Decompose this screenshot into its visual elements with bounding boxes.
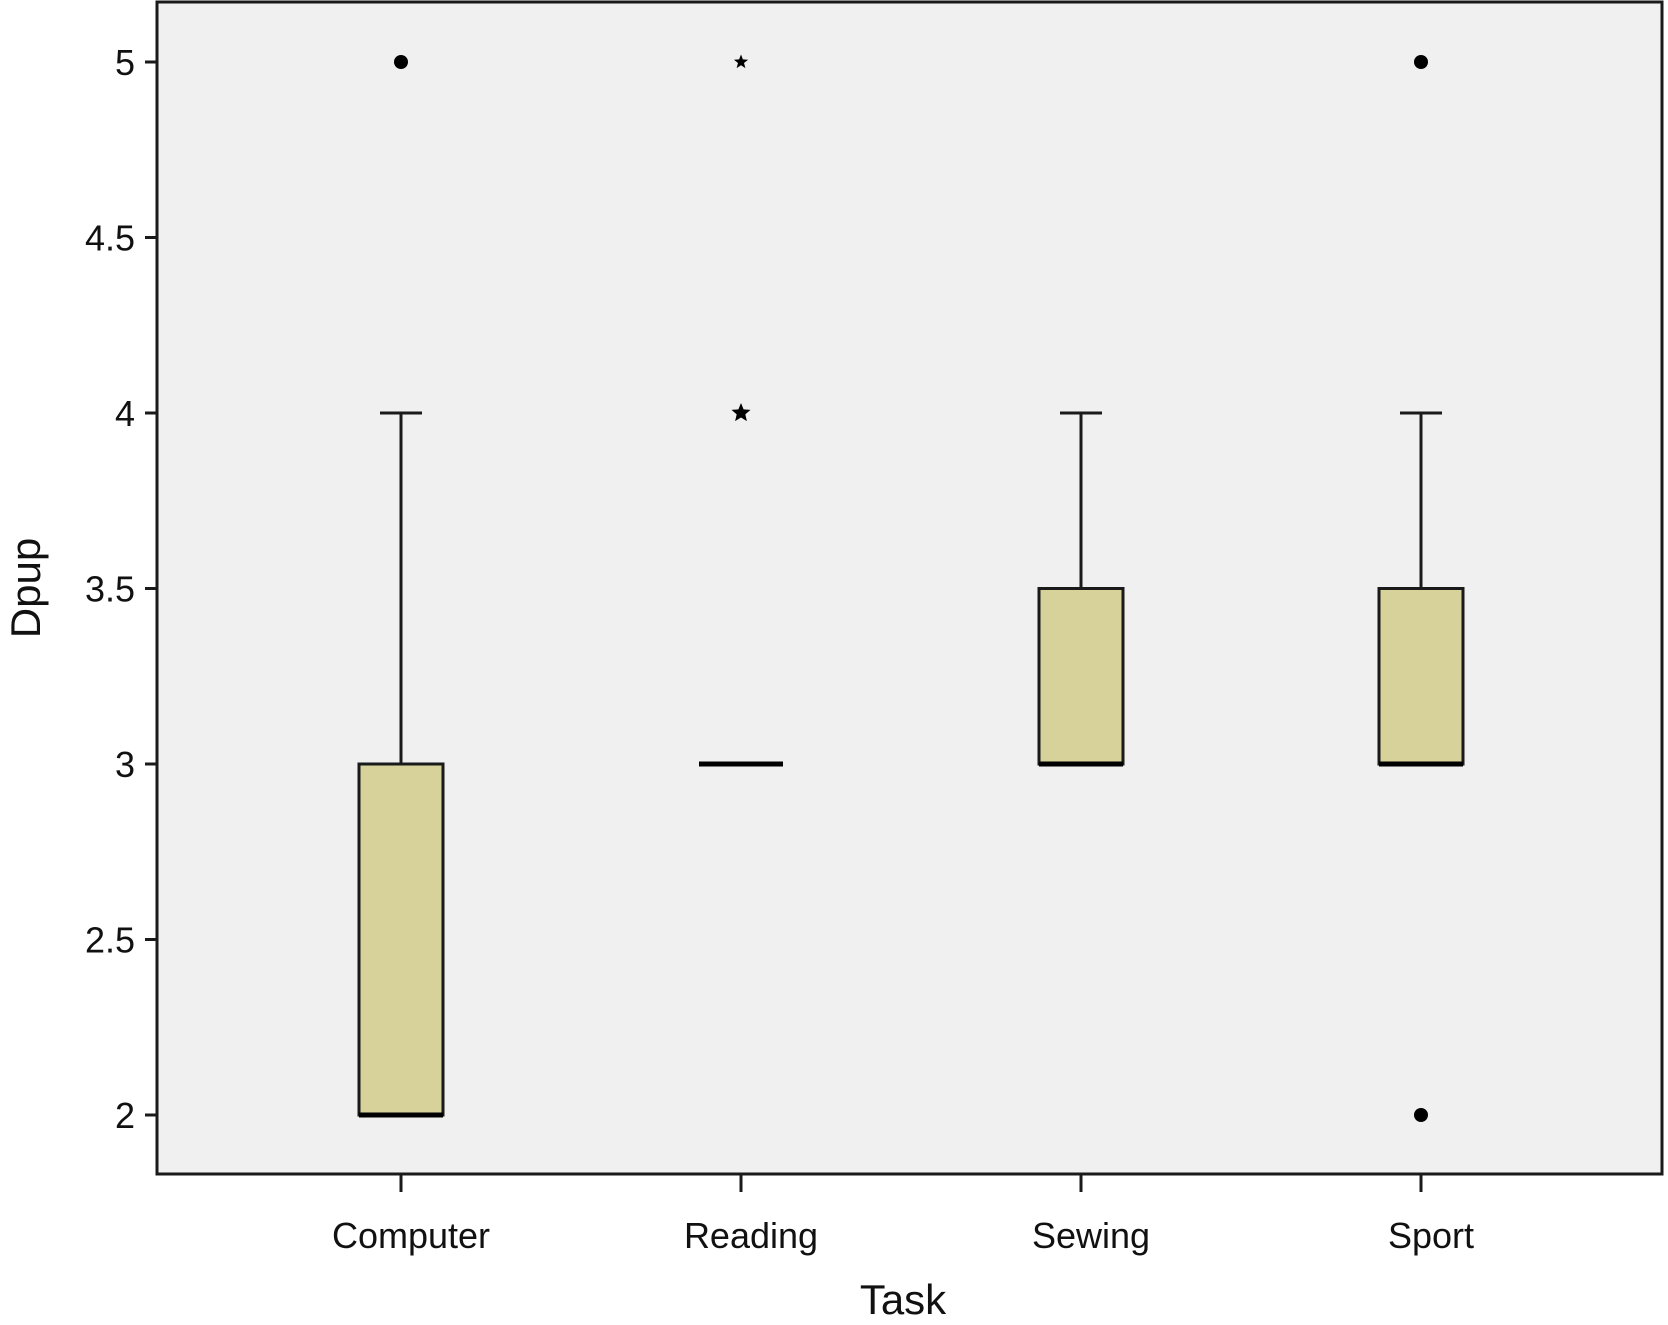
x-axis-title: Task	[860, 1276, 947, 1323]
outlier-point	[1414, 55, 1428, 69]
box-reading	[699, 54, 783, 767]
y-tick-label: 4	[115, 393, 135, 434]
y-axis: 2 2.5 3 3.5 4 4.5 5	[85, 42, 157, 1136]
outlier-point	[394, 55, 408, 69]
y-tick-label: 3.5	[85, 569, 135, 610]
y-tick-label: 2	[115, 1095, 135, 1136]
outlier-star	[733, 54, 749, 69]
y-tick-label: 5	[115, 42, 135, 83]
y-tick-label: 3	[115, 744, 135, 785]
box-iqr	[1377, 587, 1465, 766]
y-axis-title: Dpup	[2, 538, 49, 638]
x-tick-label: Sewing	[1032, 1215, 1150, 1256]
box-iqr	[1037, 587, 1125, 766]
box-computer	[357, 55, 445, 1118]
y-tick-label: 4.5	[85, 218, 135, 259]
outlier-star	[731, 403, 751, 422]
outlier-point	[1414, 1108, 1428, 1122]
x-axis: Computer Reading Sewing Sport	[332, 1174, 1474, 1256]
box-sewing	[1037, 411, 1125, 767]
boxes	[357, 54, 1465, 1122]
x-tick-label: Reading	[684, 1215, 818, 1256]
y-tick-label: 2.5	[85, 920, 135, 961]
box-sport	[1377, 55, 1465, 1122]
box-iqr	[357, 762, 445, 1117]
x-tick-label: Computer	[332, 1215, 490, 1256]
x-tick-label: Sport	[1388, 1215, 1474, 1256]
